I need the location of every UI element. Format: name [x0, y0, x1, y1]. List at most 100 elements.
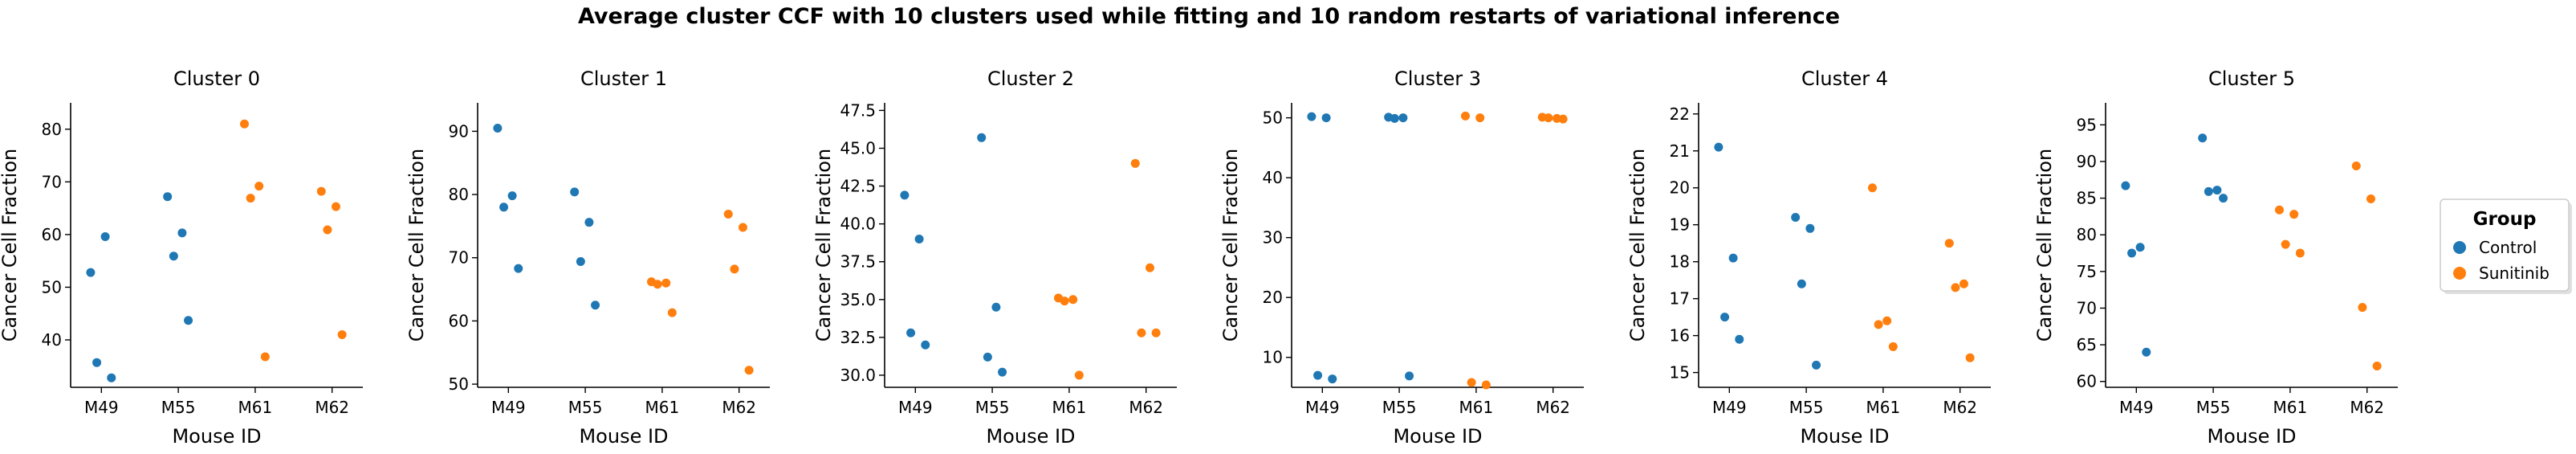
y-axis-label: Cancer Cell Fraction [1219, 149, 1242, 342]
data-point-control [921, 340, 930, 350]
data-point-control [107, 373, 116, 382]
subplot-0: Cluster 0 40 50 60 70 80 M49 M55 M61 M62 Mouse ID C… [0, 67, 363, 448]
y-tick-label: 85 [2077, 189, 2097, 208]
legend-title: Group [2473, 209, 2537, 230]
data-point-control [1797, 279, 1806, 288]
y-tick-label: 21 [1670, 141, 1690, 161]
data-point-control [86, 268, 96, 277]
x-tick-label: M62 [1129, 398, 1163, 417]
data-point-sunitinib [1959, 279, 1968, 288]
y-tick-label: 35.0 [840, 290, 876, 309]
y-tick-label: 40.0 [840, 215, 876, 234]
x-tick-label: M55 [2196, 398, 2231, 417]
data-point-sunitinib [2289, 210, 2299, 219]
data-point-control [1405, 371, 1414, 381]
data-point-control [1313, 370, 1323, 380]
data-point-control [499, 202, 509, 212]
data-point-control [2204, 186, 2213, 196]
data-point-control [584, 218, 594, 227]
subplot-1: Cluster 1 50 60 70 80 90 M49 M55 M61 M62 Mouse ID C… [405, 67, 770, 448]
data-point-sunitinib [1944, 239, 1954, 248]
data-point-control [507, 191, 517, 201]
y-tick-label: 65 [2077, 335, 2097, 354]
data-point-sunitinib [2366, 194, 2375, 204]
data-point-control [2198, 133, 2208, 143]
data-point-sunitinib [260, 352, 270, 362]
x-tick-label: M62 [315, 398, 349, 417]
y-tick-label: 10 [1263, 348, 1283, 367]
data-point-sunitinib [1874, 320, 1883, 329]
data-point-control [2135, 243, 2145, 252]
y-tick-label: 40 [1263, 168, 1283, 187]
x-tick-label: M49 [1712, 398, 1747, 417]
data-point-control [900, 190, 910, 200]
x-axis-label: Mouse ID [2207, 425, 2296, 448]
data-point-control [991, 302, 1001, 312]
y-axis-label: Cancer Cell Fraction [405, 149, 428, 342]
x-tick-label: M61 [1459, 398, 1494, 417]
x-tick-label: M62 [722, 398, 756, 417]
data-point-control [184, 316, 193, 325]
y-tick-label: 60 [2077, 372, 2097, 391]
data-point-control [906, 328, 916, 337]
x-tick-label: M61 [1866, 398, 1901, 417]
data-point-sunitinib [1888, 342, 1898, 351]
y-tick-label: 80 [449, 185, 469, 204]
y-tick-label: 15 [1670, 363, 1690, 382]
data-point-control [1720, 313, 1730, 322]
x-axis-label: Mouse ID [579, 425, 668, 448]
data-point-sunitinib [1475, 113, 1485, 123]
x-tick-label: M55 [1382, 398, 1417, 417]
data-point-sunitinib [2372, 362, 2382, 371]
data-point-sunitinib [667, 308, 677, 317]
y-tick-label: 50 [449, 374, 469, 394]
data-point-sunitinib [661, 278, 671, 288]
subplot-3: Cluster 3 10 20 30 40 50 M49 M55 M61 M62 Mouse ID C… [1219, 67, 1584, 448]
y-tick-label: 75 [2077, 262, 2097, 281]
y-tick-label: 50 [1263, 108, 1283, 128]
x-tick-label: M61 [2273, 398, 2308, 417]
x-tick-label: M55 [161, 398, 196, 417]
x-axis-label: Mouse ID [1800, 425, 1889, 448]
figure-title: Average cluster CCF with 10 clusters use… [578, 4, 1840, 29]
y-tick-label: 16 [1670, 326, 1690, 346]
data-point-sunitinib [1558, 114, 1568, 124]
data-point-control [983, 352, 992, 362]
y-tick-label: 19 [1670, 215, 1690, 235]
data-point-control [163, 192, 173, 202]
x-tick-label: M61 [238, 398, 273, 417]
data-point-control [177, 228, 187, 238]
data-point-control [1307, 112, 1316, 121]
data-point-sunitinib [1130, 158, 1140, 168]
y-tick-label: 70 [2077, 298, 2097, 317]
x-tick-label: M55 [1789, 398, 1824, 417]
y-tick-label: 32.5 [840, 328, 876, 347]
x-tick-label: M61 [645, 398, 680, 417]
y-tick-label: 70 [42, 172, 62, 191]
y-tick-label: 50 [42, 277, 62, 297]
legend: Group Control Sunitinib [2440, 198, 2572, 294]
x-tick-label: M55 [975, 398, 1010, 417]
data-point-sunitinib [1965, 353, 1975, 362]
x-tick-label: M62 [1943, 398, 1977, 417]
data-point-sunitinib [323, 225, 332, 235]
y-tick-label: 20 [1670, 178, 1690, 198]
y-tick-label: 22 [1670, 104, 1690, 124]
data-point-control [570, 187, 580, 197]
data-point-control [2121, 181, 2130, 190]
y-tick-label: 80 [2077, 225, 2097, 244]
data-point-control [1321, 113, 1331, 123]
x-tick-label: M49 [2119, 398, 2154, 417]
data-point-sunitinib [2281, 239, 2290, 249]
y-tick-label: 18 [1670, 252, 1690, 272]
data-point-sunitinib [246, 194, 255, 203]
data-point-sunitinib [1951, 283, 1960, 292]
y-tick-label: 45.0 [840, 138, 876, 157]
subplot-title: Cluster 4 [1801, 67, 1888, 90]
data-point-sunitinib [2295, 248, 2305, 258]
data-point-control [100, 232, 110, 242]
data-point-sunitinib [1481, 380, 1491, 390]
data-point-sunitinib [1060, 297, 1069, 306]
x-tick-label: M49 [84, 398, 119, 417]
data-point-control [169, 252, 178, 261]
